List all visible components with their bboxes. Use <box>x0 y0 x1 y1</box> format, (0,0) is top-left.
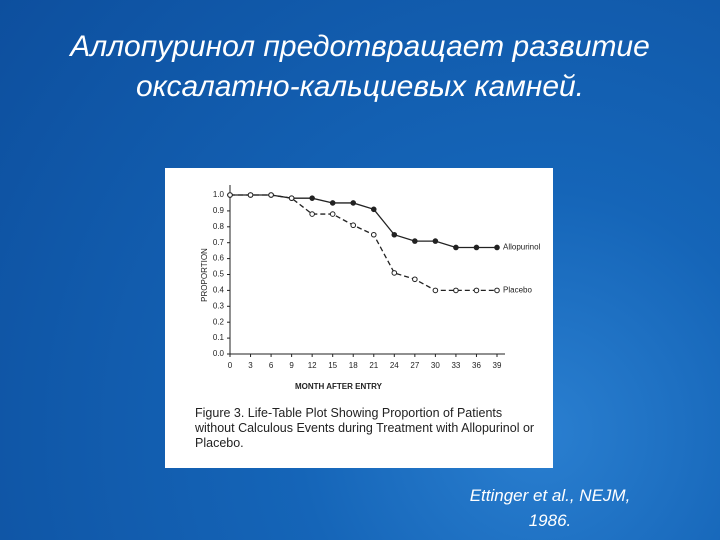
y-tick-label: 0.7 <box>213 238 225 247</box>
citation: Ettinger et al., NEJM, <box>469 486 631 505</box>
data-point <box>329 211 336 217</box>
x-tick-label: 21 <box>369 361 378 370</box>
data-point <box>370 206 377 213</box>
x-tick-label: 15 <box>328 361 337 370</box>
x-tick-label: 9 <box>289 361 294 370</box>
y-tick-label: 0.8 <box>213 222 225 231</box>
data-point <box>412 238 418 244</box>
data-point <box>370 231 377 238</box>
data-point <box>350 222 357 229</box>
data-point <box>350 200 357 206</box>
series-label: Placebo <box>503 286 532 295</box>
data-point <box>453 244 459 251</box>
y-tick-label: 0.3 <box>213 301 225 310</box>
data-point <box>412 276 418 283</box>
data-point <box>329 200 336 206</box>
data-point <box>473 244 480 251</box>
x-axis-label: MONTH AFTER ENTRY <box>295 382 383 391</box>
y-tick-label: 0.9 <box>213 206 225 215</box>
data-point <box>391 270 398 276</box>
data-point <box>432 287 439 294</box>
figure-caption: Figure 3. Life-Table Plot Showing Propor… <box>195 406 535 450</box>
data-point <box>268 192 274 198</box>
slide-title: оксалатно-кальциевых камней. <box>135 70 585 103</box>
citation: 1986. <box>528 511 572 530</box>
x-tick-label: 30 <box>431 361 440 370</box>
y-tick-label: 0.6 <box>213 254 225 263</box>
x-tick-label: 0 <box>228 361 233 370</box>
data-point <box>494 287 500 294</box>
series-line <box>230 194 497 292</box>
y-tick-label: 0.4 <box>213 286 225 295</box>
x-tick-label: 33 <box>451 361 460 370</box>
series-line <box>230 194 497 249</box>
x-tick-label: 3 <box>248 361 253 370</box>
data-point <box>288 195 295 201</box>
y-axis-label: PROPORTION <box>200 248 209 302</box>
x-tick-label: 18 <box>349 361 358 370</box>
y-tick-label: 1.0 <box>213 190 225 199</box>
x-tick-label: 27 <box>410 361 419 370</box>
y-tick-label: 0.2 <box>213 317 225 326</box>
data-point <box>473 287 480 294</box>
x-tick-label: 12 <box>308 361 317 370</box>
data-point <box>309 211 315 217</box>
data-point <box>432 238 439 244</box>
slide-title: Аллопуринол предотвращает развитие <box>70 30 650 63</box>
y-tick-label: 0.5 <box>213 270 225 279</box>
x-tick-label: 36 <box>472 361 481 370</box>
y-tick-label: 0.1 <box>213 333 225 342</box>
data-point <box>391 231 398 238</box>
x-tick-label: 39 <box>493 361 502 370</box>
data-point <box>453 287 459 294</box>
series-label: Allopurinol <box>503 243 541 252</box>
x-tick-label: 6 <box>269 361 274 370</box>
data-point <box>227 192 233 198</box>
y-tick-label: 0.0 <box>213 349 225 358</box>
data-point <box>247 192 254 198</box>
data-point <box>494 244 500 251</box>
data-point <box>309 195 315 201</box>
x-tick-label: 24 <box>390 361 399 370</box>
chart: MONTH AFTER ENTRY PROPORTION 0.0 0.1 0.2 0.… <box>200 185 541 391</box>
figure-panel: MONTH AFTER ENTRY PROPORTION 0.0 0.1 0.2 0.… <box>165 168 553 468</box>
